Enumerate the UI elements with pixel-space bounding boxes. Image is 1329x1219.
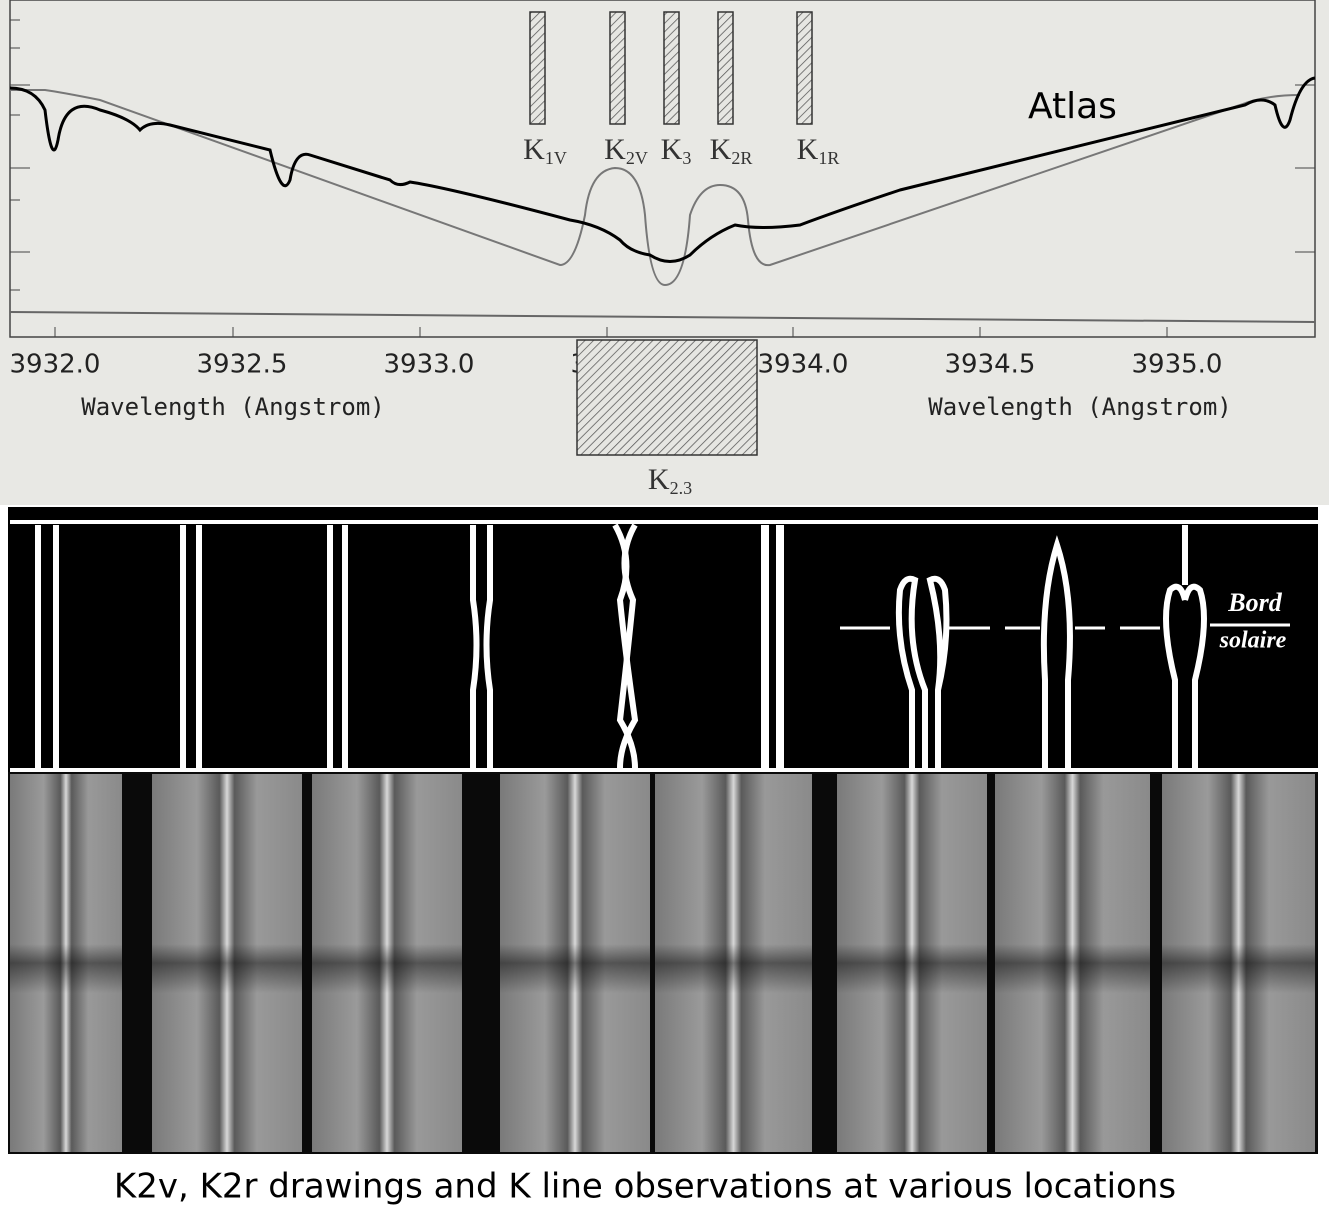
line-label: K1V: [523, 133, 567, 168]
band-marker: [576, 339, 758, 456]
drawing-label: Bord: [1227, 588, 1282, 617]
profile-curve: [10, 89, 1301, 287]
photo-band: [837, 774, 987, 1152]
x-tick-label: 3933.0: [384, 350, 475, 380]
line-label-base: K: [604, 133, 626, 166]
line-label: K2V: [604, 133, 648, 168]
band-label-sub: 2.3: [670, 478, 693, 498]
axis-label: Wavelength (Angstrom): [81, 393, 384, 421]
band-label-base: K: [648, 463, 670, 496]
drawing-panel: [8, 507, 1318, 772]
photo-band: [655, 774, 812, 1152]
line-label-base: K: [797, 133, 819, 166]
line-label-sub: 2R: [731, 148, 752, 168]
line-label-sub: 1V: [545, 148, 567, 168]
band-label: K2.3: [648, 463, 692, 498]
photo-band: [312, 774, 462, 1152]
x-tick-label: 3934.5: [945, 350, 1036, 380]
curve-label: Atlas: [1028, 86, 1117, 127]
caption: K2v, K2r drawings and K line observation…: [114, 1167, 1176, 1207]
axis-label: Wavelength (Angstrom): [928, 393, 1231, 421]
photo-band: [1162, 774, 1315, 1152]
drawing-label: solaire: [1219, 628, 1287, 654]
line-drawings: [10, 520, 1318, 772]
x-tick-label: 3935.0: [1132, 350, 1223, 380]
line-label-base: K: [523, 133, 545, 166]
line-label: K2R: [710, 133, 753, 168]
line-label-sub: 3: [682, 148, 691, 168]
line-label: K3: [661, 133, 692, 168]
baseline: [9, 311, 1316, 323]
photo-band: [152, 774, 302, 1152]
atlas-curve: [9, 76, 1316, 263]
line-label-base: K: [661, 133, 683, 166]
x-tick-label: 3934.0: [758, 350, 849, 380]
photo-band: [995, 774, 1150, 1152]
line-markers: [529, 11, 813, 125]
photo-strips: [10, 774, 1315, 1152]
line-label-sub: 2V: [626, 148, 648, 168]
line-label: K1R: [797, 133, 840, 168]
photo-band: [10, 774, 122, 1152]
line-label-base: K: [710, 133, 732, 166]
x-tick-label: 3932.0: [10, 350, 101, 380]
photo-band: [500, 774, 650, 1152]
line-label-sub: 1R: [818, 148, 839, 168]
x-tick-label: 3932.5: [197, 350, 288, 380]
